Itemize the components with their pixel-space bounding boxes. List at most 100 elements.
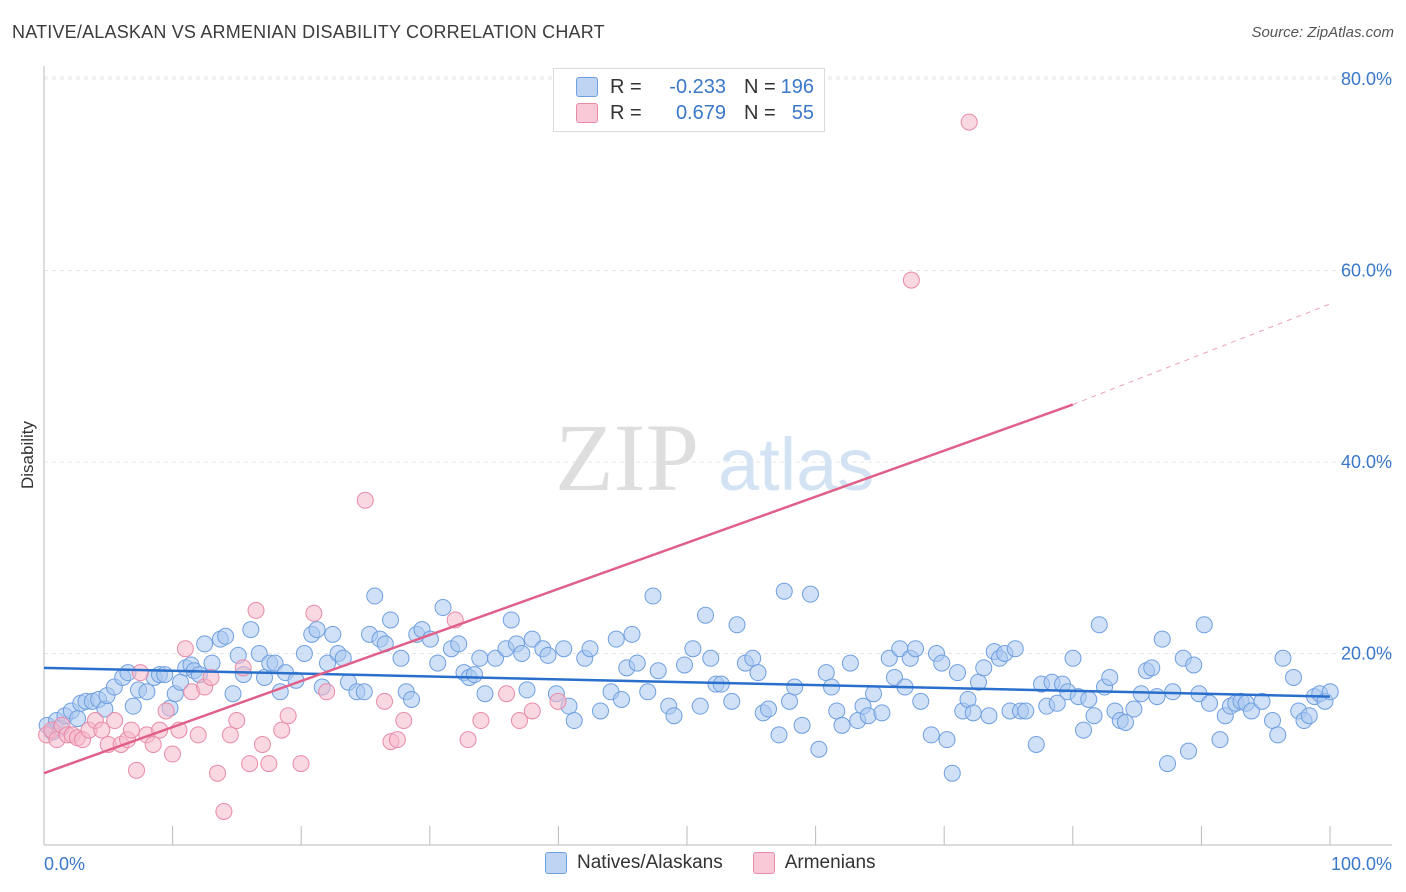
y-tick-label: 80.0%	[1341, 69, 1392, 89]
armenians-point	[395, 712, 413, 730]
natives-point	[429, 654, 447, 672]
armenians-point	[189, 726, 207, 744]
natives-point	[250, 645, 268, 662]
armenians-point	[273, 721, 291, 739]
natives-point	[539, 646, 557, 664]
natives-point	[760, 700, 777, 718]
armenians-point	[388, 731, 406, 749]
natives-point	[224, 685, 242, 703]
r-value: -0.233	[669, 75, 726, 98]
natives-trend-line	[43, 666, 1331, 698]
natives-point	[1143, 659, 1161, 677]
armenians-point	[510, 712, 528, 730]
y-tick-label: 60.0%	[1341, 261, 1392, 281]
natives-point	[933, 654, 951, 672]
armenians-point	[241, 755, 259, 773]
natives-point	[1243, 702, 1260, 720]
natives-point	[1148, 688, 1166, 706]
natives-point	[786, 678, 804, 696]
natives-point	[702, 649, 720, 667]
natives-point	[1085, 707, 1103, 725]
watermark: ZIP atlas	[555, 404, 874, 511]
natives-point	[217, 627, 235, 645]
n-value: 55	[791, 101, 814, 124]
natives-point	[1090, 616, 1108, 634]
armenians-point	[247, 601, 265, 619]
axes	[43, 66, 1392, 846]
natives-point	[1080, 690, 1098, 708]
natives-point	[907, 640, 924, 658]
legend-item-armenians[interactable]: Armenians	[752, 852, 876, 874]
armenians-point	[472, 712, 490, 730]
armenians-legend-swatch	[752, 852, 775, 874]
armenians-point	[902, 271, 920, 289]
natives-point	[833, 716, 851, 734]
natives-point	[450, 635, 468, 653]
natives-point	[1269, 726, 1287, 744]
armenians-point	[122, 721, 140, 739]
natives-point	[518, 681, 536, 699]
chart-title: NATIVE/ALASKAN VS ARMENIAN DISABILITY CO…	[12, 22, 605, 42]
armenians-point	[356, 491, 374, 509]
armenians-swatch	[576, 103, 598, 123]
natives-point	[434, 599, 452, 617]
natives-point	[644, 587, 662, 605]
armenians-point	[305, 604, 323, 622]
armenians-point	[260, 755, 278, 773]
armenians-point	[253, 735, 271, 753]
natives-point	[308, 621, 326, 639]
natives-point	[938, 731, 956, 749]
armenians-trend-line	[43, 403, 1074, 775]
r-value: 0.679	[675, 101, 726, 124]
n-label: N =	[744, 101, 776, 124]
natives-point	[1300, 707, 1318, 725]
armenians-point	[215, 802, 233, 820]
natives-point	[1159, 755, 1176, 773]
natives-point	[392, 649, 410, 667]
armenians-point	[131, 664, 149, 682]
natives-point	[607, 630, 625, 648]
natives-point	[793, 716, 811, 734]
natives-point	[1211, 731, 1229, 749]
natives-legend-label: Natives/Alaskans	[577, 852, 723, 873]
natives-point	[1201, 694, 1218, 712]
natives-point	[697, 606, 714, 624]
natives-point	[565, 712, 583, 730]
natives-point	[1185, 656, 1203, 674]
armenians-point	[376, 692, 394, 710]
r-label: R =	[610, 101, 642, 124]
natives-point	[980, 707, 998, 725]
y-tick-label: 40.0%	[1341, 452, 1392, 472]
natives-point	[770, 726, 788, 744]
natives-swatch	[576, 77, 598, 97]
natives-point	[873, 704, 891, 722]
natives-point	[802, 585, 819, 603]
natives-point	[382, 611, 399, 629]
natives-point	[975, 659, 993, 677]
natives-point	[1064, 649, 1082, 667]
natives-point	[964, 704, 982, 722]
natives-point	[810, 740, 828, 758]
source-label: Source: ZipAtlas.com	[1251, 24, 1394, 41]
natives-point	[555, 640, 573, 658]
correlation-legend: R = -0.233 N = 196 R = 0.679 N = 55	[553, 68, 825, 132]
natives-point	[749, 664, 767, 682]
series-legend: Natives/Alaskans Armenians	[545, 852, 906, 874]
armenians-legend-label: Armenians	[784, 852, 876, 873]
natives-point	[1075, 721, 1092, 739]
armenians-point	[144, 735, 162, 753]
natives-point	[912, 692, 930, 710]
legend-row-armenians: R = 0.679 N = 55	[576, 100, 814, 126]
natives-point	[1048, 694, 1066, 712]
natives-point	[781, 692, 798, 710]
armenians-point	[498, 685, 516, 703]
natives-point	[1264, 712, 1281, 730]
natives-point	[649, 662, 667, 680]
natives-point	[880, 649, 898, 667]
armenians-point	[176, 640, 194, 658]
legend-item-natives[interactable]: Natives/Alaskans	[545, 852, 723, 874]
natives-point	[691, 697, 709, 715]
natives-point	[592, 702, 609, 720]
natives-point	[676, 656, 693, 674]
